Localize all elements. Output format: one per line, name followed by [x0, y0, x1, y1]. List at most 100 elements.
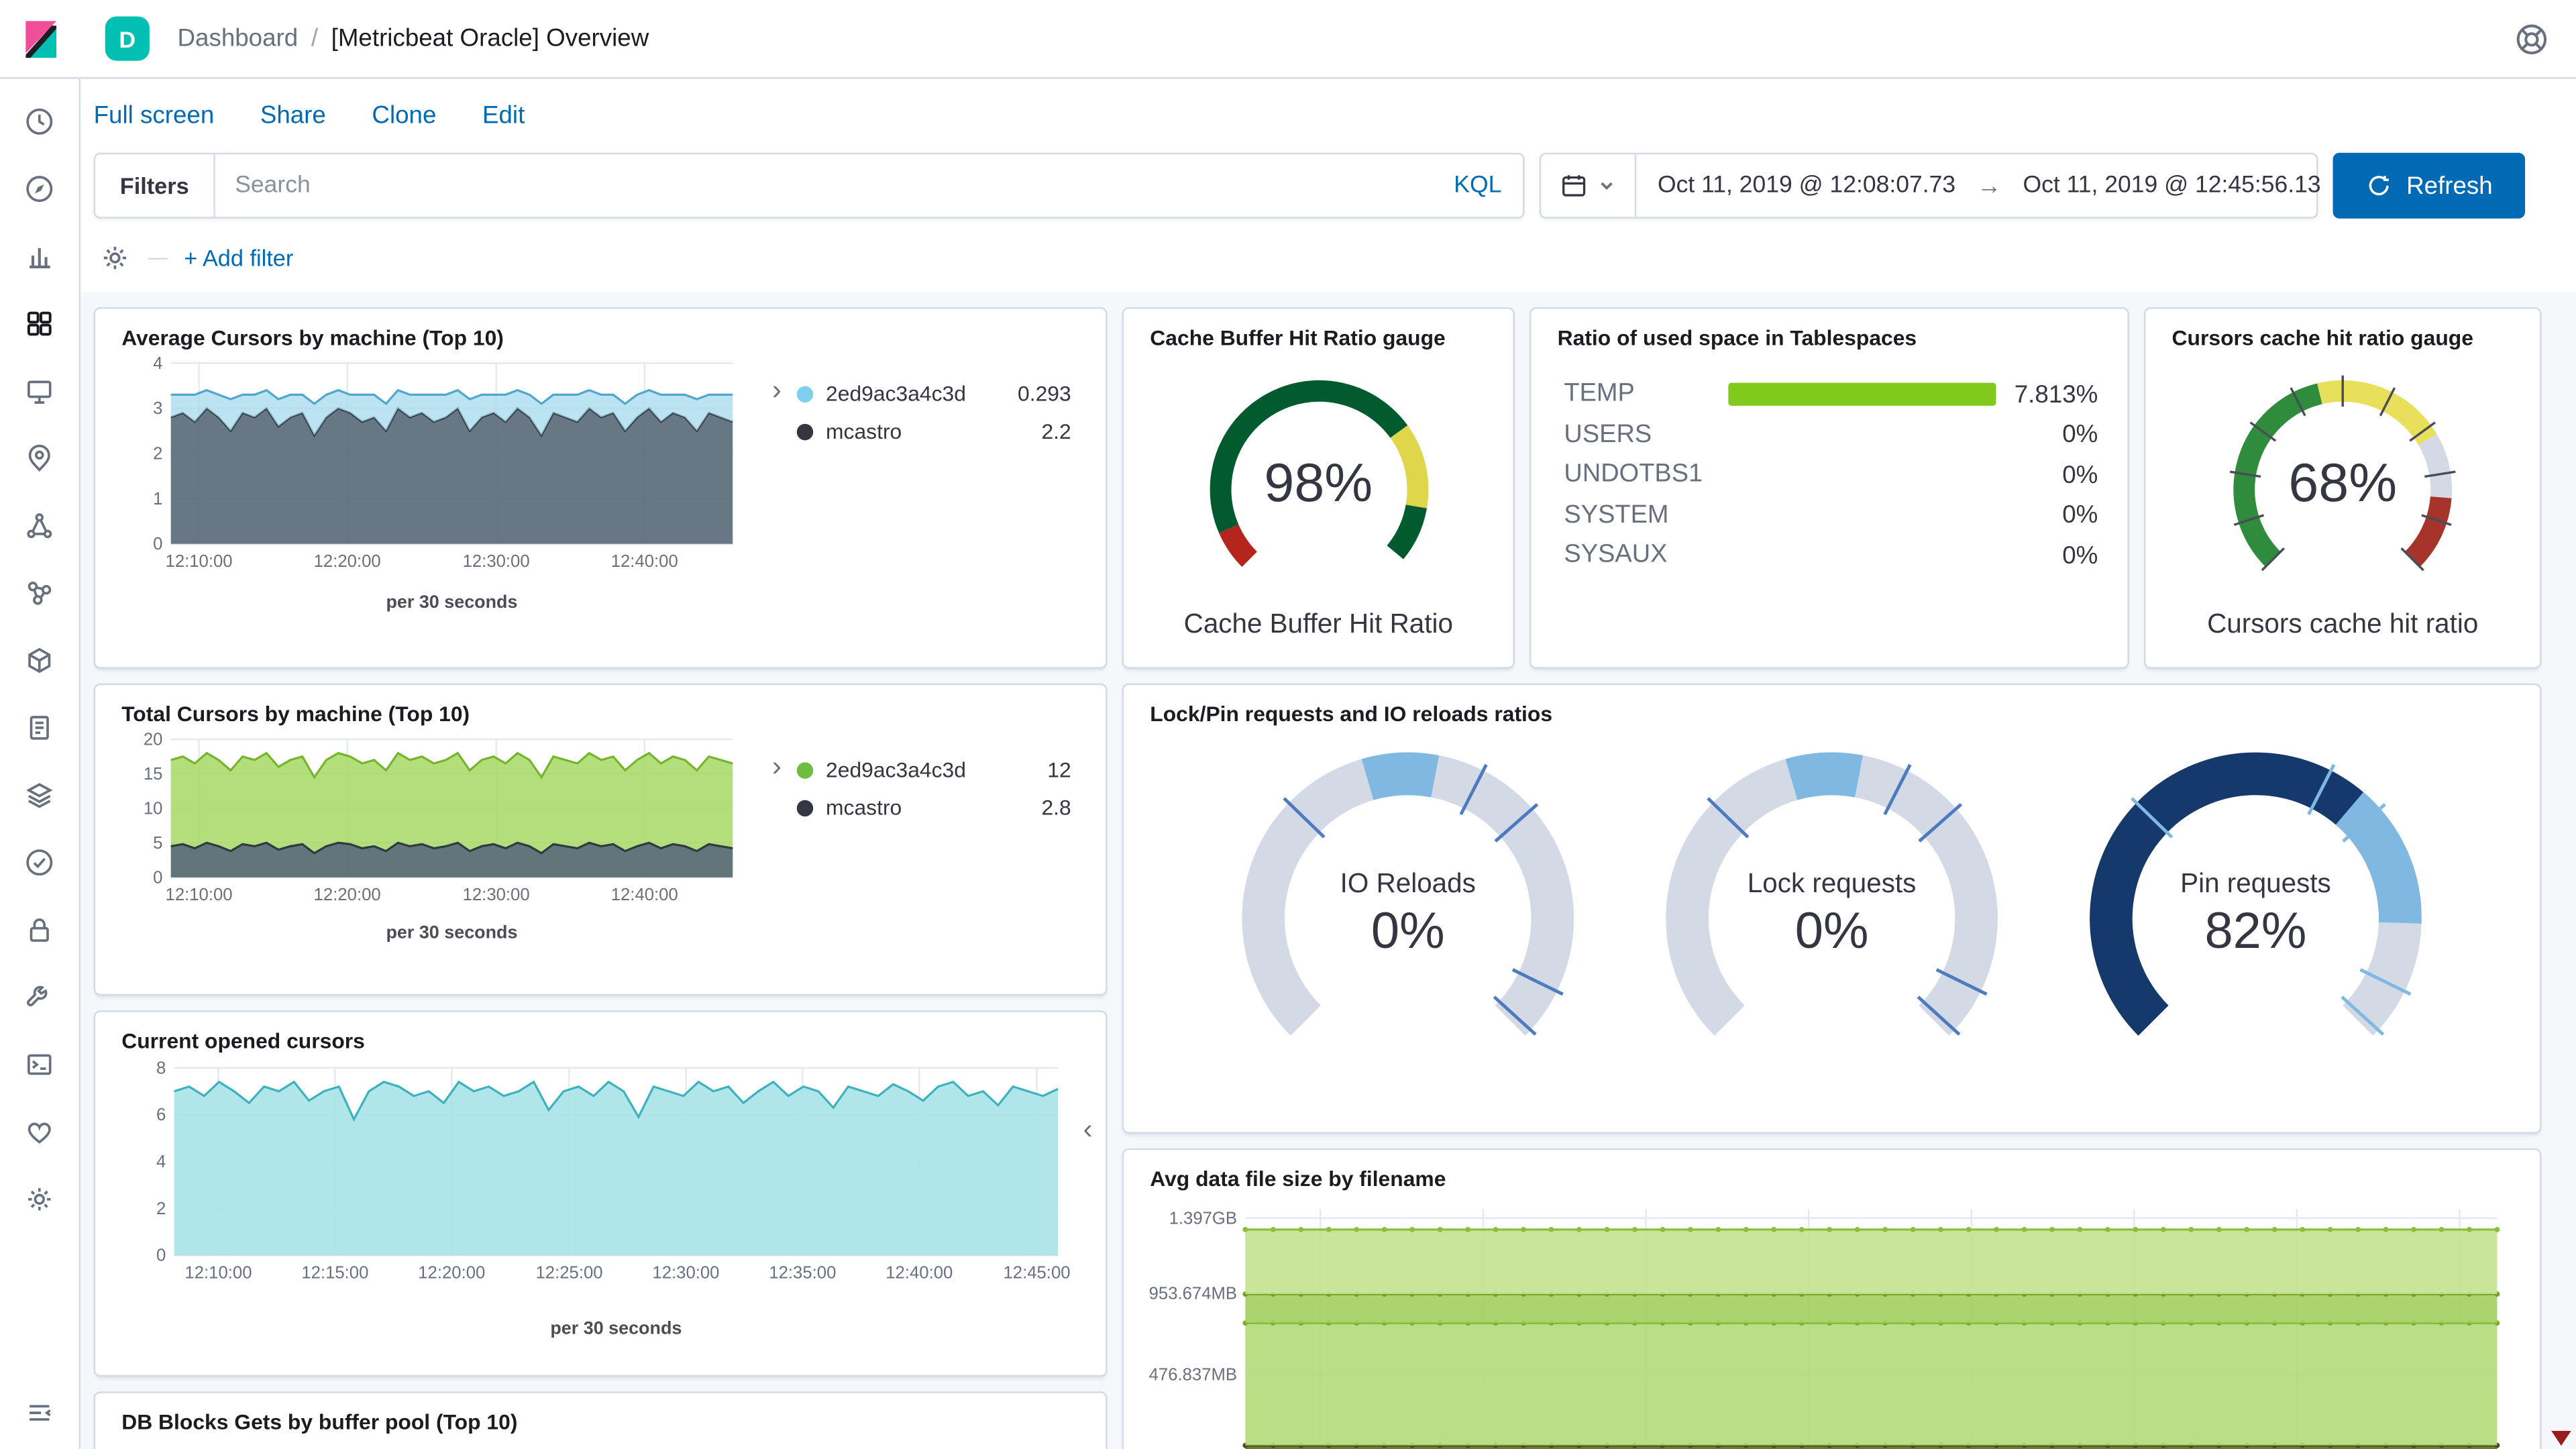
- breadcrumb-dashboard[interactable]: Dashboard: [177, 24, 299, 53]
- svg-text:15: 15: [144, 765, 163, 784]
- svg-text:12:20:00: 12:20:00: [314, 885, 381, 904]
- svg-text:1: 1: [153, 490, 162, 508]
- dashboard-icon[interactable]: [23, 307, 56, 340]
- graph-icon[interactable]: [23, 577, 56, 610]
- legend-value: 0.293: [1018, 381, 1071, 406]
- svg-text:per 30 seconds: per 30 seconds: [550, 1318, 682, 1338]
- svg-text:12:40:00: 12:40:00: [611, 885, 678, 904]
- query-bar: Filters KQL: [93, 152, 1525, 219]
- help-button[interactable]: [2514, 21, 2550, 57]
- legend-item[interactable]: 2ed9ac3a4c3d 12: [790, 751, 1077, 788]
- legend-item[interactable]: mcastro 2.8: [790, 789, 1077, 826]
- console-icon[interactable]: [23, 1048, 56, 1081]
- panel-title[interactable]: Avg data file size by filename: [1150, 1166, 1446, 1191]
- svg-text:12:30:00: 12:30:00: [652, 1263, 719, 1282]
- svg-text:12:35:00: 12:35:00: [769, 1263, 836, 1282]
- panel-title[interactable]: Cursors cache hit ratio gauge: [2171, 325, 2473, 350]
- legend-expand-icon[interactable]: ‹: [1083, 1114, 1101, 1144]
- kql-toggle[interactable]: KQL: [1432, 172, 1523, 199]
- clone-link[interactable]: Clone: [372, 101, 437, 129]
- monitoring-icon[interactable]: [23, 1116, 56, 1148]
- svg-text:12:40:00: 12:40:00: [611, 552, 678, 571]
- panel-datafile-size: Avg data file size by filename 1.397GB 95…: [1122, 1148, 2542, 1449]
- open-cursors-chart[interactable]: 0 2 4 6 8 12:10:00 12:15:00 12:20:00 12:25:00 12:…: [118, 1058, 1077, 1340]
- refresh-label: Refresh: [2406, 171, 2493, 200]
- filter-options-button[interactable]: [99, 241, 131, 274]
- panel-title[interactable]: Total Cursors by machine (Top 10): [121, 701, 470, 727]
- calendar-dropdown[interactable]: [1541, 154, 1637, 217]
- discover-icon[interactable]: [23, 172, 56, 205]
- svg-text:per 30 seconds: per 30 seconds: [386, 592, 517, 612]
- calendar-icon: [1562, 175, 1586, 197]
- svg-text:0B: 0B: [1216, 1446, 1237, 1449]
- filters-dropdown[interactable]: Filters: [95, 154, 215, 217]
- legend-value: 12: [1047, 757, 1071, 782]
- svg-text:12:10:00: 12:10:00: [166, 552, 233, 571]
- legend-item[interactable]: 2ed9ac3a4c3d 0.293: [790, 374, 1077, 412]
- panel-tablespaces: Ratio of used space in Tablespaces TEMP …: [1529, 307, 2129, 669]
- panel-title[interactable]: Average Cursors by machine (Top 10): [121, 325, 504, 350]
- gauge-label: Cache Buffer Hit Ratio: [1183, 609, 1453, 639]
- panel-title[interactable]: Current opened cursors: [121, 1028, 365, 1053]
- collapse-menu-icon[interactable]: [23, 1397, 56, 1430]
- legend-dot: [796, 385, 813, 402]
- add-filter-link[interactable]: + Add filter: [184, 244, 294, 272]
- apm-icon[interactable]: [23, 779, 56, 812]
- panel-avg-cursors: Average Cursors by machine (Top 10) 0 1 2 3…: [93, 307, 1108, 669]
- logs-icon[interactable]: [23, 711, 56, 744]
- maps-icon[interactable]: [23, 442, 56, 475]
- legend-dot: [796, 761, 813, 778]
- security-icon[interactable]: [23, 914, 56, 947]
- svg-text:4: 4: [153, 355, 162, 373]
- legend-toggle-icon[interactable]: ›: [772, 751, 790, 781]
- legend-label: 2ed9ac3a4c3d: [826, 381, 966, 406]
- kibana-logo[interactable]: [0, 0, 80, 77]
- svg-text:8: 8: [156, 1059, 166, 1077]
- svg-text:0: 0: [153, 535, 162, 553]
- legend-value: 2.8: [1041, 795, 1071, 820]
- management-icon[interactable]: [23, 1183, 56, 1216]
- legend-item[interactable]: mcastro 2.2: [790, 413, 1077, 450]
- panel-cache-buffer-gauge: Cache Buffer Hit Ratio gauge 98% Cache B…: [1122, 307, 1515, 669]
- cache-buffer-gauge: [1209, 380, 1428, 567]
- svg-text:12:25:00: 12:25:00: [536, 1263, 603, 1282]
- total-cursors-chart[interactable]: 0 5 10 15 20 12:10:00 12:20:00 12:30:00 12:40:00…: [112, 731, 772, 945]
- svg-text:12:15:00: 12:15:00: [301, 1263, 368, 1282]
- machine-learning-icon[interactable]: [23, 509, 56, 542]
- visualize-icon[interactable]: [23, 240, 56, 273]
- io-reloads-gauge: IO Reloads 0%: [1215, 735, 1601, 1093]
- gauge-label: Cursors cache hit ratio: [2207, 609, 2479, 639]
- avg-cursors-chart[interactable]: 0 1 2 3 4 12:10:00 12:20:00 12:30:00 12:40:00 per…: [112, 355, 772, 614]
- datafile-size-chart[interactable]: 1.397GB 953.674MB 476.837MB 0B: [1140, 1196, 2517, 1449]
- uptime-icon[interactable]: [23, 846, 56, 879]
- breadcrumb: Dashboard / [Metricbeat Oracle] Overview: [177, 25, 649, 53]
- recently-viewed-icon[interactable]: [23, 105, 56, 138]
- share-link[interactable]: Share: [260, 101, 326, 129]
- svg-text:per 30 seconds: per 30 seconds: [386, 922, 517, 942]
- dev-tools-icon[interactable]: [23, 981, 56, 1014]
- tablespace-value: 0%: [2062, 461, 2098, 490]
- legend-toggle-icon[interactable]: ›: [772, 374, 790, 405]
- panel-title[interactable]: Ratio of used space in Tablespaces: [1557, 325, 1917, 350]
- date-from[interactable]: Oct 11, 2019 @ 12:08:07.73: [1636, 172, 1977, 199]
- canvas-icon[interactable]: [23, 374, 56, 407]
- date-to[interactable]: Oct 11, 2019 @ 12:45:56.13: [2002, 172, 2343, 199]
- panel-title[interactable]: DB Blocks Gets by buffer pool (Top 10): [121, 1409, 518, 1434]
- svg-text:0: 0: [156, 1246, 166, 1265]
- svg-text:5: 5: [153, 834, 162, 853]
- gear-icon: [103, 246, 127, 270]
- refresh-button[interactable]: Refresh: [2332, 152, 2526, 219]
- infrastructure-icon[interactable]: [23, 644, 56, 677]
- side-navigation: [0, 78, 81, 1449]
- full-screen-link[interactable]: Full screen: [93, 101, 215, 129]
- svg-text:10: 10: [144, 799, 163, 818]
- scrollbar-down-arrow[interactable]: [2551, 1431, 2571, 1446]
- panel-title[interactable]: Lock/Pin requests and IO reloads ratios: [1150, 701, 1553, 727]
- edit-link[interactable]: Edit: [482, 101, 525, 129]
- panel-title[interactable]: Cache Buffer Hit Ratio gauge: [1150, 325, 1446, 350]
- cursors-cache-gauge: [2229, 375, 2456, 572]
- svg-text:20: 20: [144, 731, 163, 749]
- search-input[interactable]: [215, 172, 1433, 199]
- space-avatar[interactable]: D: [105, 16, 150, 61]
- tablespace-name: UNDOTBS1: [1564, 460, 1703, 488]
